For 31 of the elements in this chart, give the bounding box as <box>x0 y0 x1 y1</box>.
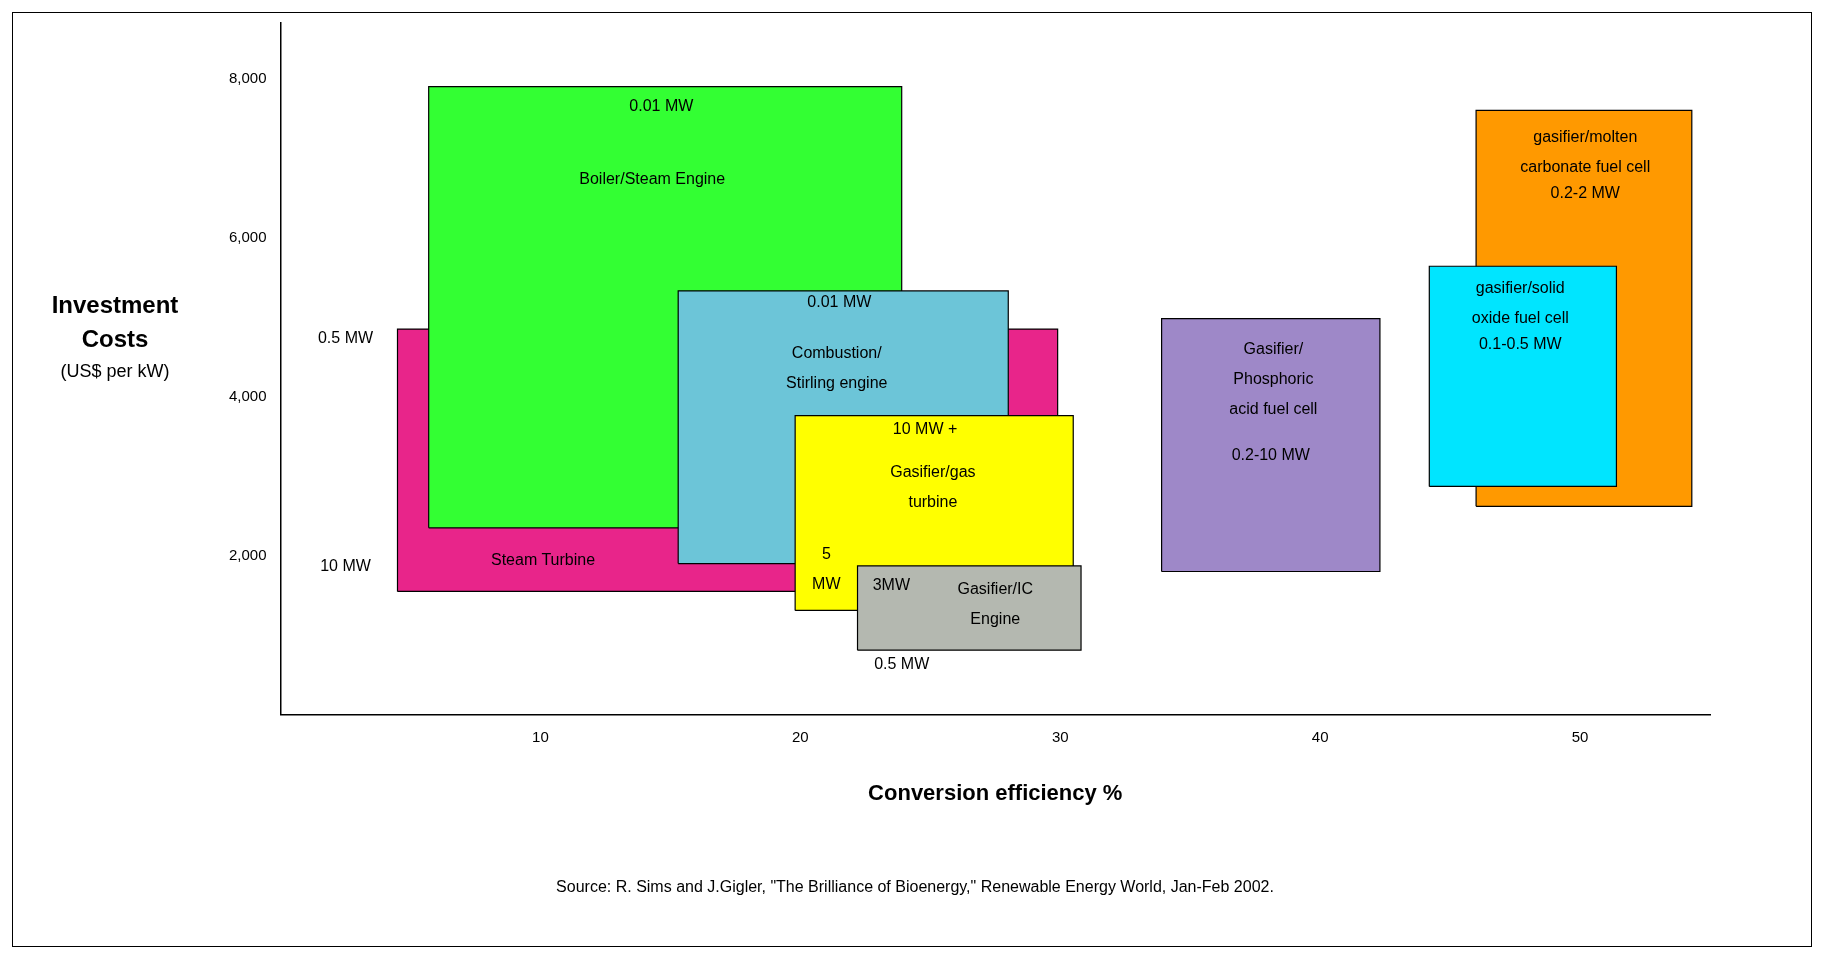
series-label: Gasifier/ Phosphoric acid fuel cell <box>1229 339 1318 417</box>
annotation: 10 MW + <box>892 420 958 438</box>
annotation: 0.01 MW <box>807 293 873 311</box>
series-label: Combustion/ Stirling engine <box>786 344 888 392</box>
x-tick-label: 10 <box>532 727 549 745</box>
y-tick-label: 8,000 <box>228 68 267 86</box>
annotation: 10 MW <box>320 557 372 575</box>
series-label: gasifier/molten carbonate fuel cell <box>1520 127 1651 175</box>
source-note: Source: R. Sims and J.Gigler, "The Brilliance of Bioenergy," Renewable Energy World, Jan-Feb 2002. <box>555 878 1275 896</box>
series-label: Steam Turbine <box>491 550 596 568</box>
annotation: 0.5 MW <box>874 654 931 672</box>
y-tick-label: 2,000 <box>228 545 267 563</box>
y-tick-label: 4,000 <box>228 386 267 404</box>
y-axis-title: Investment Costs (US$ per kW) <box>50 290 180 383</box>
series-label: Gasifier/gas turbine <box>890 463 976 511</box>
annotation: 0.2-2 MW <box>1550 184 1621 202</box>
annotation: 0.5 MW <box>317 329 374 346</box>
series-label: gasifier/solid oxide fuel cell <box>1471 279 1569 327</box>
series-label: Boiler/Steam Engine <box>579 170 726 188</box>
annotation: 0.2-10 MW <box>1231 445 1311 463</box>
annotation: 0.1-0.5 MW <box>1478 335 1563 353</box>
x-tick-label: 20 <box>792 727 809 745</box>
x-axis-title: Conversion efficiency % <box>868 779 1123 805</box>
annotation: 0.01 MW <box>629 96 695 114</box>
annotation: 5 MW <box>812 544 842 592</box>
y-tick-label: 6,000 <box>228 227 267 245</box>
series-label: Gasifier/IC Engine <box>957 579 1034 627</box>
x-tick-label: 30 <box>1051 727 1069 745</box>
x-tick-label: 40 <box>1311 727 1329 745</box>
annotation: 3MW <box>872 576 911 594</box>
x-tick-label: 50 <box>1571 727 1589 745</box>
